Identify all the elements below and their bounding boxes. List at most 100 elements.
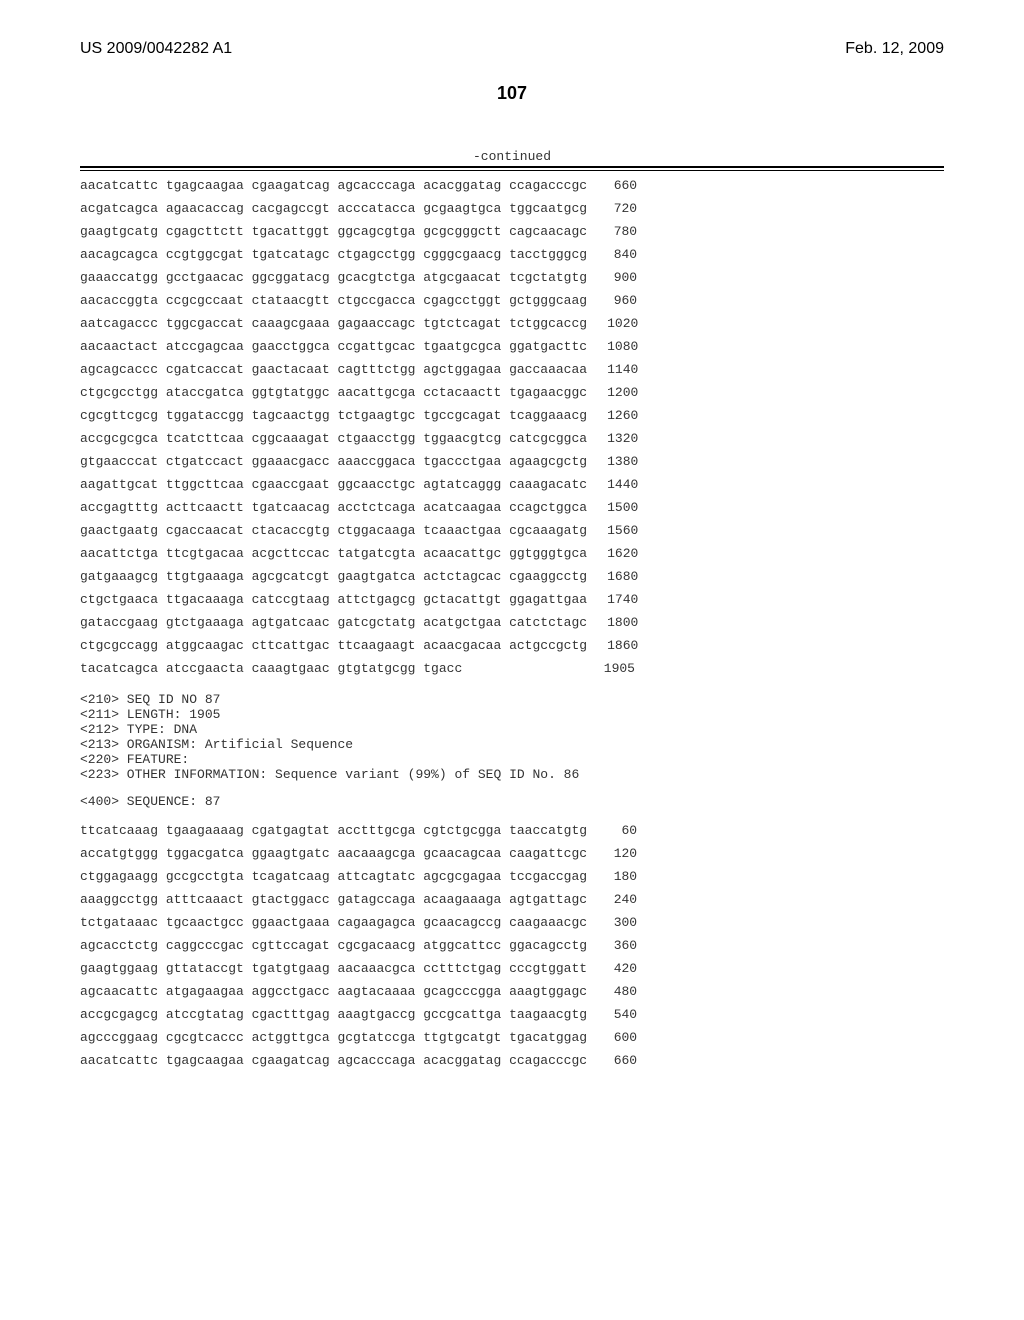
sequence-line: gtgaacccat ctgatccact ggaaacgacc aaaccgg… [80, 455, 635, 468]
continued-label: -continued [80, 149, 944, 164]
sequence-line: agcccggaag cgcgtcaccc actggttgca gcgtatc… [80, 1031, 635, 1044]
sequence-position: 480 [587, 985, 637, 998]
sequence-position: 1740 [587, 593, 637, 606]
sequence-line: accgcgcgca tcatcttcaa cggcaaagat ctgaacc… [80, 432, 635, 445]
sequence-line: ctgctgaaca ttgacaaaga catccgtaag attctga… [80, 593, 635, 606]
sequence-position: 1560 [587, 524, 637, 537]
sequence-text: gaagtggaag gttataccgt tgatgtgaag aacaaac… [80, 962, 587, 975]
sequence-block-1: aacatcattc tgagcaagaa cgaagatcag agcaccc… [80, 179, 635, 675]
sequence-line: aaaggcctgg atttcaaact gtactggacc gatagcc… [80, 893, 635, 906]
sequence-text: ctggagaagg gccgcctgta tcagatcaag attcagt… [80, 870, 587, 883]
sequence-line: acgatcagca agaacaccag cacgagccgt acccata… [80, 202, 635, 215]
sequence-line: aacatcattc tgagcaagaa cgaagatcag agcaccc… [80, 179, 635, 192]
sequence-text: aatcagaccc tggcgaccat caaagcgaaa gagaacc… [80, 317, 587, 330]
sequence-text: gtgaacccat ctgatccact ggaaacgacc aaaccgg… [80, 455, 587, 468]
sequence-line: accgcgagcg atccgtatag cgactttgag aaagtga… [80, 1008, 635, 1021]
sequence-text: accgcgcgca tcatcttcaa cggcaaagat ctgaacc… [80, 432, 587, 445]
sequence-line: aagattgcat ttggcttcaa cgaaccgaat ggcaacc… [80, 478, 635, 491]
sequence-text: ttcatcaaag tgaagaaaag cgatgagtat acctttg… [80, 824, 587, 837]
page-header: US 2009/0042282 A1 Feb. 12, 2009 [80, 40, 944, 58]
sequence-position: 1380 [587, 455, 637, 468]
sequence-position: 360 [587, 939, 637, 952]
publication-date: Feb. 12, 2009 [845, 40, 944, 58]
sequence-line: ctggagaagg gccgcctgta tcagatcaag attcagt… [80, 870, 635, 883]
sequence-position: 1200 [587, 386, 637, 399]
sequence-position: 1905 [584, 662, 635, 675]
sequence-line: aacagcagca ccgtggcgat tgatcatagc ctgagcc… [80, 248, 635, 261]
sequence-text: accgcgagcg atccgtatag cgactttgag aaagtga… [80, 1008, 587, 1021]
sequence-line: aacaactact atccgagcaa gaacctggca ccgattg… [80, 340, 635, 353]
sequence-position: 60 [587, 824, 637, 837]
sequence-label: <400> SEQUENCE: 87 [80, 795, 944, 810]
sequence-line: agcaacattc atgagaagaa aggcctgacc aagtaca… [80, 985, 635, 998]
sequence-text: agcaacattc atgagaagaa aggcctgacc aagtaca… [80, 985, 587, 998]
sequence-text: aagattgcat ttggcttcaa cgaaccgaat ggcaacc… [80, 478, 587, 491]
sequence-position: 600 [587, 1031, 637, 1044]
sequence-text: acgatcagca agaacaccag cacgagccgt acccata… [80, 202, 587, 215]
sequence-position: 1440 [587, 478, 637, 491]
sequence-text: agcacctctg caggcccgac cgttccagat cgcgaca… [80, 939, 587, 952]
sequence-position: 660 [587, 1054, 637, 1067]
sequence-text: aacaccggta ccgcgccaat ctataacgtt ctgccga… [80, 294, 587, 307]
sequence-position: 1860 [587, 639, 637, 652]
sequence-text: gaagtgcatg cgagcttctt tgacattggt ggcagcg… [80, 225, 587, 238]
sequence-position: 780 [587, 225, 637, 238]
sequence-divider [80, 166, 944, 171]
sequence-line: accgagtttg acttcaactt tgatcaacag acctctc… [80, 501, 635, 514]
sequence-line: agcagcaccc cgatcaccat gaactacaat cagtttc… [80, 363, 635, 376]
sequence-line: gaagtggaag gttataccgt tgatgtgaag aacaaac… [80, 962, 635, 975]
sequence-line: gataccgaag gtctgaaaga agtgatcaac gatcgct… [80, 616, 635, 629]
sequence-line: aacattctga ttcgtgacaa acgcttccac tatgatc… [80, 547, 635, 560]
sequence-line: tctgataaac tgcaactgcc ggaactgaaa cagaaga… [80, 916, 635, 929]
sequence-text: ctgctgaaca ttgacaaaga catccgtaag attctga… [80, 593, 587, 606]
sequence-text: gatgaaagcg ttgtgaaaga agcgcatcgt gaagtga… [80, 570, 587, 583]
sequence-position: 240 [587, 893, 637, 906]
sequence-position: 720 [587, 202, 637, 215]
sequence-text: gaactgaatg cgaccaacat ctacaccgtg ctggaca… [80, 524, 587, 537]
sequence-text: aacagcagca ccgtggcgat tgatcatagc ctgagcc… [80, 248, 587, 261]
sequence-position: 1620 [587, 547, 637, 560]
sequence-line: accatgtggg tggacgatca ggaagtgatc aacaaag… [80, 847, 635, 860]
sequence-text: aacatcattc tgagcaagaa cgaagatcag agcaccc… [80, 1054, 587, 1067]
sequence-line: gaaaccatgg gcctgaacac ggcggatacg gcacgtc… [80, 271, 635, 284]
sequence-text: agcccggaag cgcgtcaccc actggttgca gcgtatc… [80, 1031, 587, 1044]
publication-number: US 2009/0042282 A1 [80, 40, 232, 58]
sequence-text: gaaaccatgg gcctgaacac ggcggatacg gcacgtc… [80, 271, 587, 284]
sequence-text: aaaggcctgg atttcaaact gtactggacc gatagcc… [80, 893, 587, 906]
sequence-position: 1080 [587, 340, 637, 353]
sequence-text: aacaactact atccgagcaa gaacctggca ccgattg… [80, 340, 587, 353]
sequence-line: ctgcgcctgg ataccgatca ggtgtatggc aacattg… [80, 386, 635, 399]
sequence-line: ctgcgccagg atggcaagac cttcattgac ttcaaga… [80, 639, 635, 652]
sequence-line: ttcatcaaag tgaagaaaag cgatgagtat acctttg… [80, 824, 635, 837]
sequence-metadata: <210> SEQ ID NO 87 <211> LENGTH: 1905 <2… [80, 693, 944, 783]
sequence-text: cgcgttcgcg tggataccgg tagcaactgg tctgaag… [80, 409, 587, 422]
sequence-line: agcacctctg caggcccgac cgttccagat cgcgaca… [80, 939, 635, 952]
sequence-line: aatcagaccc tggcgaccat caaagcgaaa gagaacc… [80, 317, 635, 330]
sequence-block-2: ttcatcaaag tgaagaaaag cgatgagtat acctttg… [80, 824, 635, 1067]
sequence-text: ctgcgccagg atggcaagac cttcattgac ttcaaga… [80, 639, 587, 652]
sequence-position: 660 [587, 179, 637, 192]
sequence-text: tctgataaac tgcaactgcc ggaactgaaa cagaaga… [80, 916, 587, 929]
sequence-position: 1020 [587, 317, 637, 330]
sequence-line: aacatcattc tgagcaagaa cgaagatcag agcaccc… [80, 1054, 635, 1067]
sequence-position: 420 [587, 962, 637, 975]
sequence-text: gataccgaag gtctgaaaga agtgatcaac gatcgct… [80, 616, 587, 629]
sequence-line: gaactgaatg cgaccaacat ctacaccgtg ctggaca… [80, 524, 635, 537]
sequence-position: 120 [587, 847, 637, 860]
sequence-position: 1800 [587, 616, 637, 629]
sequence-line: tacatcagca atccgaacta caaagtgaac gtgtatg… [80, 662, 635, 675]
sequence-text: aacatcattc tgagcaagaa cgaagatcag agcaccc… [80, 179, 587, 192]
sequence-position: 960 [587, 294, 637, 307]
sequence-line: gatgaaagcg ttgtgaaaga agcgcatcgt gaagtga… [80, 570, 635, 583]
sequence-line: cgcgttcgcg tggataccgg tagcaactgg tctgaag… [80, 409, 635, 422]
sequence-position: 1680 [587, 570, 637, 583]
sequence-position: 1260 [587, 409, 637, 422]
sequence-text: tacatcagca atccgaacta caaagtgaac gtgtatg… [80, 662, 462, 675]
sequence-text: accatgtggg tggacgatca ggaagtgatc aacaaag… [80, 847, 587, 860]
sequence-line: aacaccggta ccgcgccaat ctataacgtt ctgccga… [80, 294, 635, 307]
page-number: 107 [80, 83, 944, 104]
sequence-text: aacattctga ttcgtgacaa acgcttccac tatgatc… [80, 547, 587, 560]
sequence-position: 540 [587, 1008, 637, 1021]
sequence-position: 180 [587, 870, 637, 883]
sequence-position: 1140 [587, 363, 637, 376]
